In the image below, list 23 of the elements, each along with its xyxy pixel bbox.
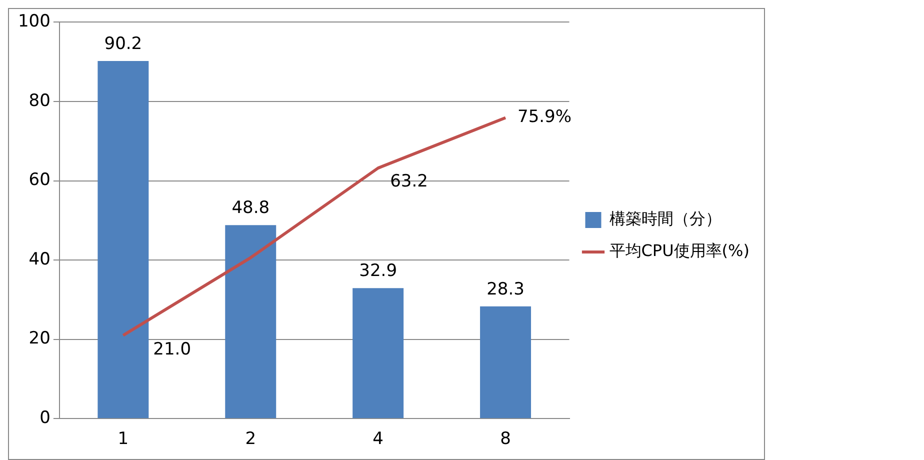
data-label: 75.9% (518, 107, 572, 128)
data-label: 63.2 (390, 171, 428, 192)
bar (98, 61, 149, 418)
data-label: 32.9 (359, 261, 398, 282)
legend-label: 構築時間（分） (609, 209, 722, 228)
y-tick-label: 0 (40, 408, 50, 428)
data-label: 21.0 (153, 339, 192, 360)
y-tick-label: 20 (28, 328, 50, 349)
data-label: 48.8 (232, 198, 270, 218)
y-tick-label: 60 (28, 170, 50, 190)
x-tick-label: 2 (245, 429, 256, 450)
data-label: 28.3 (486, 279, 524, 300)
bar (352, 288, 404, 418)
x-tick-label: 1 (118, 429, 129, 450)
y-tick-label: 40 (28, 249, 50, 270)
legend-label: 平均CPU使用率(%) (609, 241, 750, 260)
y-tick-label: 100 (18, 12, 50, 32)
x-tick-label: 8 (500, 429, 511, 450)
x-tick-label: 4 (372, 429, 384, 450)
bar (480, 306, 532, 418)
data-label: 90.2 (104, 34, 142, 54)
bar (225, 225, 276, 418)
y-tick-label: 80 (28, 90, 50, 111)
